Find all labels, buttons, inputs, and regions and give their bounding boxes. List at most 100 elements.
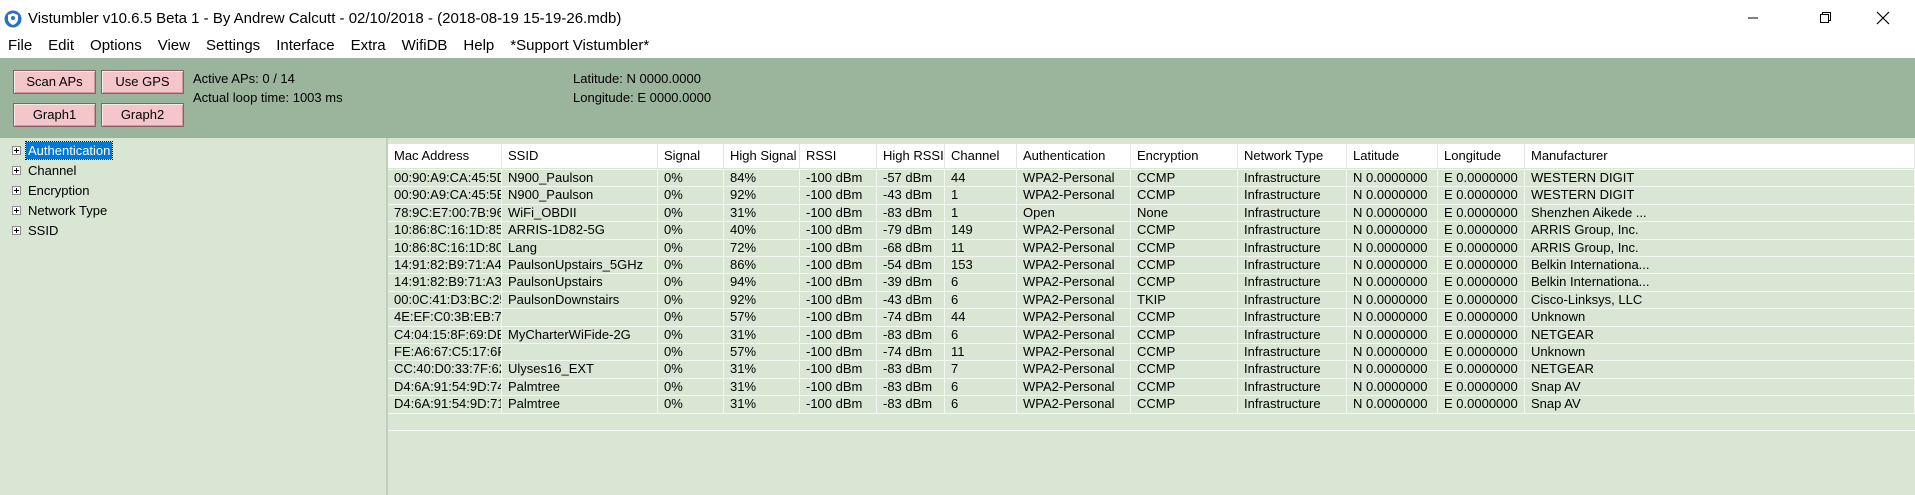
- table-row[interactable]: 00:90:A9:CA:45:5B N900_Paulson 0% 92% -100 d…: [388, 186, 1915, 204]
- plus-box-icon[interactable]: [12, 206, 21, 215]
- cell-manufacturer: Snap AV: [1525, 395, 1915, 413]
- plus-box-icon[interactable]: [12, 166, 21, 175]
- column-header-high-rssi[interactable]: High RSSI: [877, 144, 945, 168]
- tree-label[interactable]: Encryption: [28, 183, 90, 198]
- cell-signal: 0%: [658, 395, 724, 413]
- column-header-high-signal[interactable]: High Signal: [724, 144, 800, 168]
- scan-aps-button[interactable]: Scan APs: [13, 70, 96, 94]
- menu-file[interactable]: File: [8, 37, 33, 54]
- table-row[interactable]: 14:91:82:B9:71:A4 PaulsonUpstairs_5GHz 0% 8…: [388, 256, 1915, 274]
- table-row[interactable]: 10:86:8C:16:1D:85 ARRIS-1D82-5G 0% 40% -100 …: [388, 221, 1915, 239]
- tree-item-encryption[interactable]: Encryption: [12, 181, 91, 200]
- menu-extra[interactable]: Extra: [350, 37, 386, 54]
- tree-item-channel[interactable]: Channel: [12, 161, 78, 180]
- column-header-latitude[interactable]: Latitude: [1347, 144, 1438, 168]
- cell-mac-address: 4E:EF:C0:3B:EB:7C: [388, 308, 502, 326]
- cell-high-rssi: -74 dBm: [877, 308, 945, 326]
- cell-ssid: ARRIS-1D82-5G: [502, 221, 658, 239]
- cell-manufacturer: Cisco-Linksys, LLC: [1525, 290, 1915, 309]
- tree-label[interactable]: Authentication: [24, 141, 114, 160]
- close-icon: [1876, 11, 1890, 25]
- table-row[interactable]: D4:6A:91:54:9D:74 Palmtree 0% 31% -100 dBm -8…: [388, 377, 1915, 396]
- cell-signal: 0%: [658, 221, 724, 239]
- cell-ssid: [502, 343, 658, 361]
- cell-ssid: [502, 308, 658, 326]
- use-gps-button[interactable]: Use GPS: [101, 70, 184, 94]
- cell-ssid: MyCharterWiFide-2G: [502, 325, 658, 343]
- cell-high-signal: 72%: [724, 238, 800, 256]
- cell-authentication: WPA2-Personal: [1017, 256, 1131, 274]
- table-row[interactable]: CC:40:D0:33:7F:62 Ulyses16_EXT 0% 31% -100 d…: [388, 360, 1915, 378]
- table-row[interactable]: C4:04:15:8F:69:DE MyCharterWiFide-2G 0% 31%…: [388, 325, 1915, 343]
- cell-mac-address: D4:6A:91:54:9D:71: [388, 395, 502, 413]
- cell-longitude: E 0.0000000: [1438, 360, 1525, 378]
- cell-authentication: WPA2-Personal: [1017, 360, 1131, 378]
- table-row[interactable]: 14:91:82:B9:71:A3 PaulsonUpstairs 0% 94% -10…: [388, 273, 1915, 291]
- column-header-network-type[interactable]: Network Type: [1238, 144, 1347, 168]
- tree-label[interactable]: Channel: [28, 163, 77, 178]
- title-bar[interactable]: Vistumbler v10.6.5 Beta 1 - By Andrew Ca…: [0, 0, 1915, 36]
- cell-rssi: -100 dBm: [800, 290, 877, 309]
- menu-edit[interactable]: Edit: [48, 37, 75, 54]
- column-header-authentication[interactable]: Authentication: [1017, 144, 1131, 168]
- cell-high-rssi: -43 dBm: [877, 186, 945, 204]
- plus-box-icon[interactable]: [12, 226, 21, 235]
- row-divider: [388, 238, 1915, 240]
- plus-box-icon[interactable]: [12, 146, 21, 155]
- cell-network-type: Infrastructure: [1238, 186, 1347, 204]
- cell-high-rssi: -39 dBm: [877, 273, 945, 291]
- cell-latitude: N 0.0000000: [1347, 169, 1438, 187]
- cell-high-signal: 40%: [724, 221, 800, 239]
- cell-network-type: Infrastructure: [1238, 238, 1347, 256]
- cell-longitude: E 0.0000000: [1438, 221, 1525, 239]
- cell-authentication: WPA2-Personal: [1017, 290, 1131, 309]
- table-row[interactable]: 00:0C:41:D3:BC:25 PaulsonDownstairs 0% 92% -…: [388, 290, 1915, 309]
- column-header-rssi[interactable]: RSSI: [800, 144, 877, 168]
- tree-item-authentication[interactable]: Authentication: [12, 141, 114, 160]
- cell-manufacturer: NETGEAR: [1525, 360, 1915, 378]
- cell-high-rssi: -83 dBm: [877, 203, 945, 222]
- column-header-channel[interactable]: Channel: [945, 144, 1017, 168]
- table-row[interactable]: 4E:EF:C0:3B:EB:7C 0% 57% -100 dBm -74 dBm 44 W…: [388, 308, 1915, 326]
- cell-authentication: WPA2-Personal: [1017, 395, 1131, 413]
- close-button[interactable]: [1860, 0, 1906, 36]
- column-header-ssid[interactable]: SSID: [502, 144, 658, 168]
- column-header-manufacturer[interactable]: Manufacturer: [1525, 144, 1915, 168]
- cell-channel: 11: [945, 238, 1017, 256]
- graph2-button[interactable]: Graph2: [101, 103, 184, 127]
- column-header-mac-address[interactable]: Mac Address: [388, 144, 502, 168]
- menu-wifidb[interactable]: WifiDB: [401, 37, 448, 54]
- restore-button[interactable]: [1803, 0, 1849, 36]
- column-header-encryption[interactable]: Encryption: [1131, 144, 1238, 168]
- menu-help[interactable]: Help: [463, 37, 495, 54]
- menu-view[interactable]: View: [157, 37, 190, 54]
- plus-box-icon[interactable]: [12, 186, 21, 195]
- menu-support[interactable]: *Support Vistumbler*: [510, 37, 650, 54]
- panel-splitter[interactable]: [386, 138, 388, 495]
- cell-ssid: Lang: [502, 238, 658, 256]
- menu-options[interactable]: Options: [90, 37, 142, 54]
- tree-label[interactable]: SSID: [28, 223, 59, 238]
- tree-label[interactable]: Network Type: [28, 203, 108, 218]
- vistumbler-app-icon: [4, 10, 22, 28]
- table-row[interactable]: FE:A6:67:C5:17:6F 0% 57% -100 dBm -74 dBm 11 W…: [388, 343, 1915, 361]
- graph1-button[interactable]: Graph1: [13, 103, 96, 127]
- table-row[interactable]: D4:6A:91:54:9D:71 Palmtree 0% 31% -100 dBm -8…: [388, 395, 1915, 413]
- menu-interface[interactable]: Interface: [276, 37, 335, 54]
- table-row[interactable]: 00:90:A9:CA:45:5D N900_Paulson 0% 84% -100 d…: [388, 169, 1915, 187]
- cell-ssid: WiFi_OBDII: [502, 203, 658, 222]
- tree-item-network-type[interactable]: Network Type: [12, 201, 109, 220]
- cell-high-signal: 31%: [724, 325, 800, 343]
- table-row[interactable]: 10:86:8C:16:1D:80 Lang 0% 72% -100 dBm -68 dB…: [388, 238, 1915, 256]
- column-header-longitude[interactable]: Longitude: [1438, 144, 1525, 168]
- cell-channel: 6: [945, 395, 1017, 413]
- cell-rssi: -100 dBm: [800, 377, 877, 396]
- cell-high-signal: 31%: [724, 360, 800, 378]
- menu-settings[interactable]: Settings: [205, 37, 261, 54]
- cell-manufacturer: Unknown: [1525, 343, 1915, 361]
- cell-rssi: -100 dBm: [800, 395, 877, 413]
- minimize-button[interactable]: [1730, 0, 1776, 36]
- column-header-signal[interactable]: Signal: [658, 144, 724, 168]
- tree-item-ssid[interactable]: SSID: [12, 221, 60, 240]
- table-row[interactable]: 78:9C:E7:00:7B:96 WiFi_OBDII 0% 31% -100 dBm…: [388, 203, 1915, 222]
